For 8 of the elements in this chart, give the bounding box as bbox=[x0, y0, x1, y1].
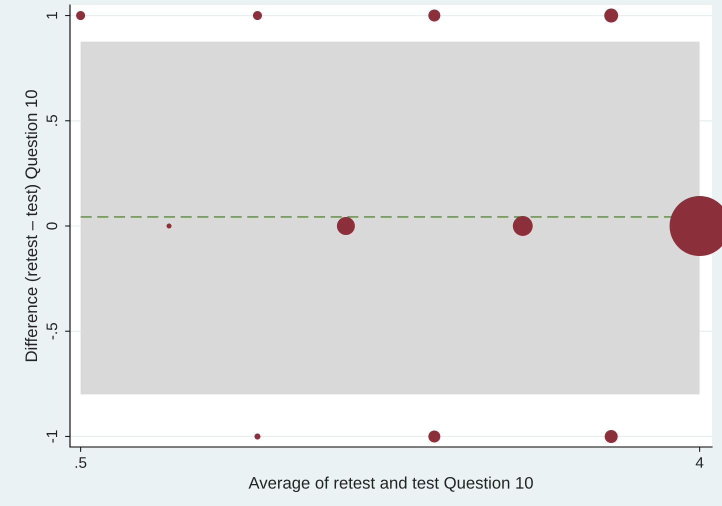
y-tick-label: .5 bbox=[46, 115, 58, 126]
y-tick-label: 0 bbox=[46, 222, 58, 230]
y-tick-label: -.5 bbox=[46, 322, 58, 340]
y-axis-title: Difference (retest – test) Question 10 bbox=[24, 90, 40, 362]
y-tick-label: -1 bbox=[46, 430, 58, 443]
x-axis-title: Average of retest and test Question 10 bbox=[248, 476, 533, 492]
x-tick-label: 4 bbox=[696, 457, 704, 468]
y-tick-label: 1 bbox=[46, 12, 58, 19]
